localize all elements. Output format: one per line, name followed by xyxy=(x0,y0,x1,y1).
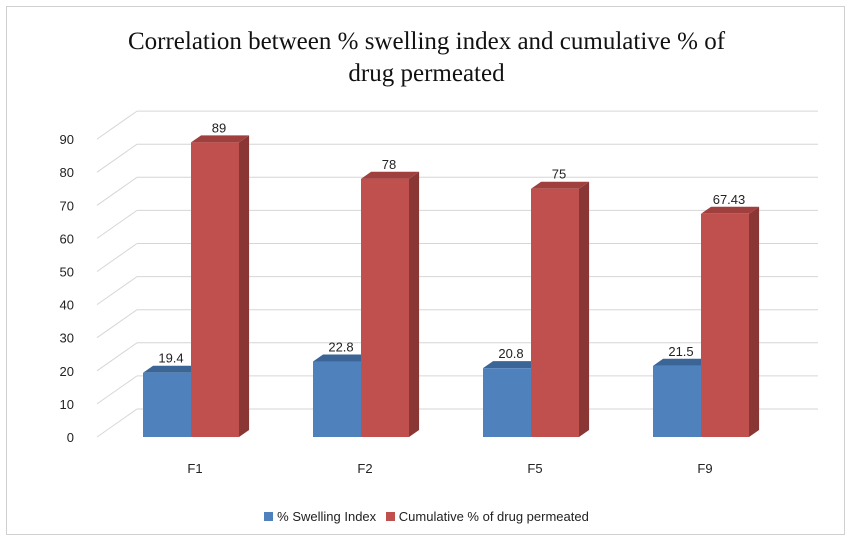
data-label: 75 xyxy=(552,167,566,182)
bar-top xyxy=(701,206,760,214)
data-label: 67.43 xyxy=(713,192,746,207)
chart-title-line-2: drug permeated xyxy=(348,60,505,87)
legend-label-permeated: Cumulative % of drug permeated xyxy=(398,509,589,524)
bar xyxy=(483,368,531,437)
data-label: 89 xyxy=(212,120,226,135)
y-tick-label: 50 xyxy=(60,265,74,280)
bar-top xyxy=(313,354,372,362)
legend-swatch-swelling xyxy=(264,512,274,521)
bar-side xyxy=(409,171,420,437)
y-tick-label: 60 xyxy=(60,231,74,246)
data-label: 20.8 xyxy=(498,346,523,361)
data-label: 19.4 xyxy=(158,351,183,366)
data-labels: 19.4 89 22.8 78 20.8 75 21.5 67.43 xyxy=(158,120,745,365)
data-label: 78 xyxy=(382,157,396,172)
y-tick-label: 10 xyxy=(60,397,74,412)
y-tick-label: 70 xyxy=(60,198,74,213)
y-tick-label: 20 xyxy=(60,364,74,379)
gridline-diagonal xyxy=(96,176,138,206)
gridline-diagonal xyxy=(96,143,138,173)
bar-top xyxy=(531,181,590,189)
y-tick-label: 30 xyxy=(60,331,74,346)
gridline-diagonal xyxy=(96,342,138,372)
bar-top xyxy=(143,365,202,373)
legend-swatch-permeated xyxy=(385,512,395,521)
gridline-diagonal xyxy=(96,408,138,438)
bar xyxy=(313,361,361,437)
x-tick-label: F5 xyxy=(527,461,542,476)
bar-top xyxy=(361,171,420,179)
bar xyxy=(531,188,579,437)
y-tick-label: 90 xyxy=(60,132,74,147)
bar xyxy=(143,372,191,437)
x-tick-label: F9 xyxy=(697,461,712,476)
legend: % Swelling Index Cumulative % of drug pe… xyxy=(0,509,853,524)
bar-side xyxy=(239,135,250,437)
gridline-diagonal xyxy=(96,375,138,405)
y-tick-label: 80 xyxy=(60,165,74,180)
x-axis: F1 F2 F5 F9 xyxy=(187,461,712,476)
bar-top xyxy=(653,358,712,366)
bar xyxy=(701,213,749,437)
y-axis: 0 10 20 30 40 50 60 70 80 90 xyxy=(60,132,74,445)
gridline-diagonal xyxy=(96,276,138,306)
bar xyxy=(191,142,239,437)
gridline-diagonal xyxy=(96,209,138,239)
bars xyxy=(143,135,760,437)
bar-side xyxy=(749,206,760,437)
gridline-diagonal xyxy=(96,110,138,140)
bar xyxy=(653,365,701,437)
data-label: 22.8 xyxy=(328,339,353,354)
legend-label-swelling: % Swelling Index xyxy=(277,509,377,524)
legend-item-swelling: % Swelling Index xyxy=(264,509,376,524)
legend-item-permeated: Cumulative % of drug permeated xyxy=(385,509,589,524)
gridlines xyxy=(96,110,818,438)
y-tick-label: 0 xyxy=(67,430,74,445)
x-tick-label: F2 xyxy=(357,461,372,476)
bar-top xyxy=(483,361,542,369)
chart-title-line-1: Correlation between % swelling index and… xyxy=(127,28,726,55)
data-label: 21.5 xyxy=(668,344,693,359)
bar xyxy=(361,178,409,437)
chart-title: Correlation between % swelling index and… xyxy=(0,26,853,90)
bar-side xyxy=(579,181,590,437)
gridline-diagonal xyxy=(96,243,138,272)
y-tick-label: 40 xyxy=(60,298,74,313)
gridline-diagonal xyxy=(96,309,138,339)
bar-top xyxy=(191,135,250,143)
x-tick-label: F1 xyxy=(187,461,202,476)
